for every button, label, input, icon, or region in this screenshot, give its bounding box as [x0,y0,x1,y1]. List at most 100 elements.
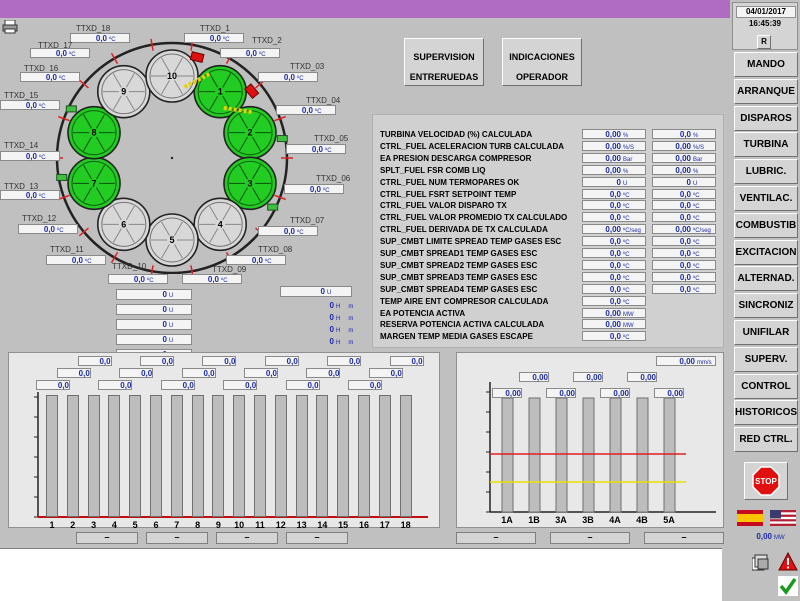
param-value-box-17: 0,00 MW [582,319,646,330]
param-limit-unit-10: ºC [693,240,700,247]
sidebar-button-superv[interactable]: SUPERV. [734,346,798,372]
left-chart-bar-18 [399,395,412,517]
param-limit-11: 0,0 [679,249,691,258]
counter-unit-4: U [169,338,174,344]
minutes-unit-1: m [348,304,354,310]
sidebar-button-combustib[interactable]: COMBUSTIB [734,212,798,238]
ttxd-unit-7: ºC [39,104,46,110]
sidebar-button-mando[interactable]: MANDO [734,52,798,77]
ttxd-value-6: 0,0 [283,73,295,82]
param-unit-12: ºC [623,263,630,270]
right-chart-bar-4B [636,397,649,513]
combustor-3-spoke [252,164,261,180]
sidebar-button-excitacion[interactable]: EXCITACION [734,239,798,265]
windows-icon[interactable] [752,554,770,572]
hours-unit-2: H [336,316,341,322]
combustor-4[interactable]: 4 [193,197,247,252]
param-label-15: TEMP AIRE ENT COMPRESOR CALCULADA [380,296,549,306]
param-unit-3: Bar [623,156,633,163]
combustor-4-spoke [222,205,232,221]
ttxd-value-box-4: 0,0 ºC [220,48,280,58]
param-limit-unit-12: ºC [693,263,700,270]
sidebar-button-disparos[interactable]: DISPAROS [734,105,798,131]
param-limit-box-3: 0,00 Bar [652,152,716,163]
sidebar-button-unifilar[interactable]: UNIFILAR [734,320,798,345]
right-chart-value-box-5A: 0,00 [654,388,684,398]
left-chart-bar-16 [358,395,370,517]
ttxd-unit-17: ºC [147,278,154,284]
ttxd-value-9: 0,0 [25,152,37,161]
param-label-1: TURBINA VELOCIDAD (%) CALCULADA [380,130,533,139]
usa-flag-icon[interactable] [770,510,796,526]
right-chart-dash-button-2[interactable]: – [550,532,630,544]
sidebar-button-control[interactable]: CONTROL [734,373,798,399]
combustor-6[interactable]: 6 [97,197,151,252]
combustor-8-spoke [83,114,92,129]
ttxd-value-box-13: 0,0 ºC [18,224,78,234]
indicaciones-operador-button[interactable]: INDICACIONES OPERADOR [502,38,582,86]
ttxd-label-17: TTXD_10 [112,262,147,271]
sidebar-button-ventilac[interactable]: VENTILAC. [734,186,798,211]
left-chart-dash-button-4[interactable]: – [286,532,348,544]
right-chart-dash-button-3[interactable]: – [644,532,724,544]
combustor-3-spoke [239,187,248,202]
sidebar-button-arranque[interactable]: ARRANQUE [734,78,798,104]
param-value-6: 0,0 [609,189,621,199]
sidebar-button-red-ctrl[interactable]: RED CTRL. [734,427,798,453]
ttxd-label-16: TTXD_08 [258,245,293,254]
right-bar-chart [486,382,716,513]
alarm-warning-icon[interactable] [778,552,798,572]
left-chart-dash-button-3[interactable]: – [216,532,278,544]
combustor-10-spoke [174,57,183,72]
right-chart-dash-button-1[interactable]: – [456,532,536,544]
combustor-4-ring [197,201,243,247]
sidebar-button-sincroniz[interactable]: SINCRONIZ [734,293,798,319]
sidebar-button-historicos[interactable]: HISTORICOS [734,400,798,426]
ttxd-unit-11: ºC [39,194,46,200]
combustor-1-body [193,64,247,119]
combustor-7[interactable]: 7 [67,156,121,211]
param-limit-7: 0,0 [679,201,691,211]
right-chart-xlabel-3B: 3B [582,515,594,525]
combustor-9[interactable]: 9 [97,64,151,119]
check-icon[interactable] [778,576,798,596]
ttxd-value-box-14: 0,0 ºC [258,226,318,236]
combustor-8[interactable]: 8 [67,105,121,160]
ttxd-unit-12: ºC [323,188,330,194]
combustor-1[interactable]: 1 [193,64,247,119]
ttxd-label-14: TTXD_07 [290,216,325,225]
spain-flag-icon[interactable] [737,510,763,526]
combustor-3[interactable]: 3 [223,156,277,211]
sidebar-button-turbina[interactable]: TURBINA [734,132,798,158]
sidebar-button-alternad[interactable]: ALTERNAD. [734,266,798,292]
hours-value-2: 0 [329,313,334,322]
printer-icon[interactable] [2,20,18,34]
param-value-box-10: 0,0 ºC [582,236,646,247]
right-chart-value-box-1B: 0,00 [519,372,549,382]
combustor-2[interactable]: 2 [223,105,277,160]
thermocouple-tick [190,265,194,274]
ttxd-value-15: 0,0 [71,256,83,265]
combustor-5-spoke [161,221,170,236]
param-limit-4: 0,00 [675,165,691,175]
left-chart-dash-button-1[interactable]: – [76,532,138,544]
combustor-diagram: 1 2 3 4 5 6 7 8 9 10 [51,38,293,274]
sidebar-button-lubric[interactable]: LUBRIC. [734,159,798,185]
right-chart-value-1A: 0,00 [505,389,521,398]
supervision-entreruedas-button[interactable]: SUPERVISION ENTRERUEDAS [404,38,484,86]
combustor-6-spoke [125,228,135,243]
reset-button[interactable]: R [757,35,771,49]
param-value-box-8: 0,0 ºC [582,212,646,223]
left-chart-value-6: 0,0 [161,357,173,366]
param-limit-8: 0,0 [679,213,691,223]
ttxd-value-box-5: 0,0 ºC [20,72,80,82]
left-chart-bar-5 [129,395,142,517]
combustor-10[interactable]: 10 [145,49,199,103]
combustor-8-spoke [96,136,105,152]
param-unit-7: ºC [623,204,630,211]
param-label-12: SUP_CMBT SPREAD2 TEMP GASES ESC [380,260,538,270]
combustor-5[interactable]: 5 [145,213,199,267]
left-chart-value-box-12: 0,0 [264,356,299,366]
left-chart-dash-button-2[interactable]: – [146,532,208,544]
